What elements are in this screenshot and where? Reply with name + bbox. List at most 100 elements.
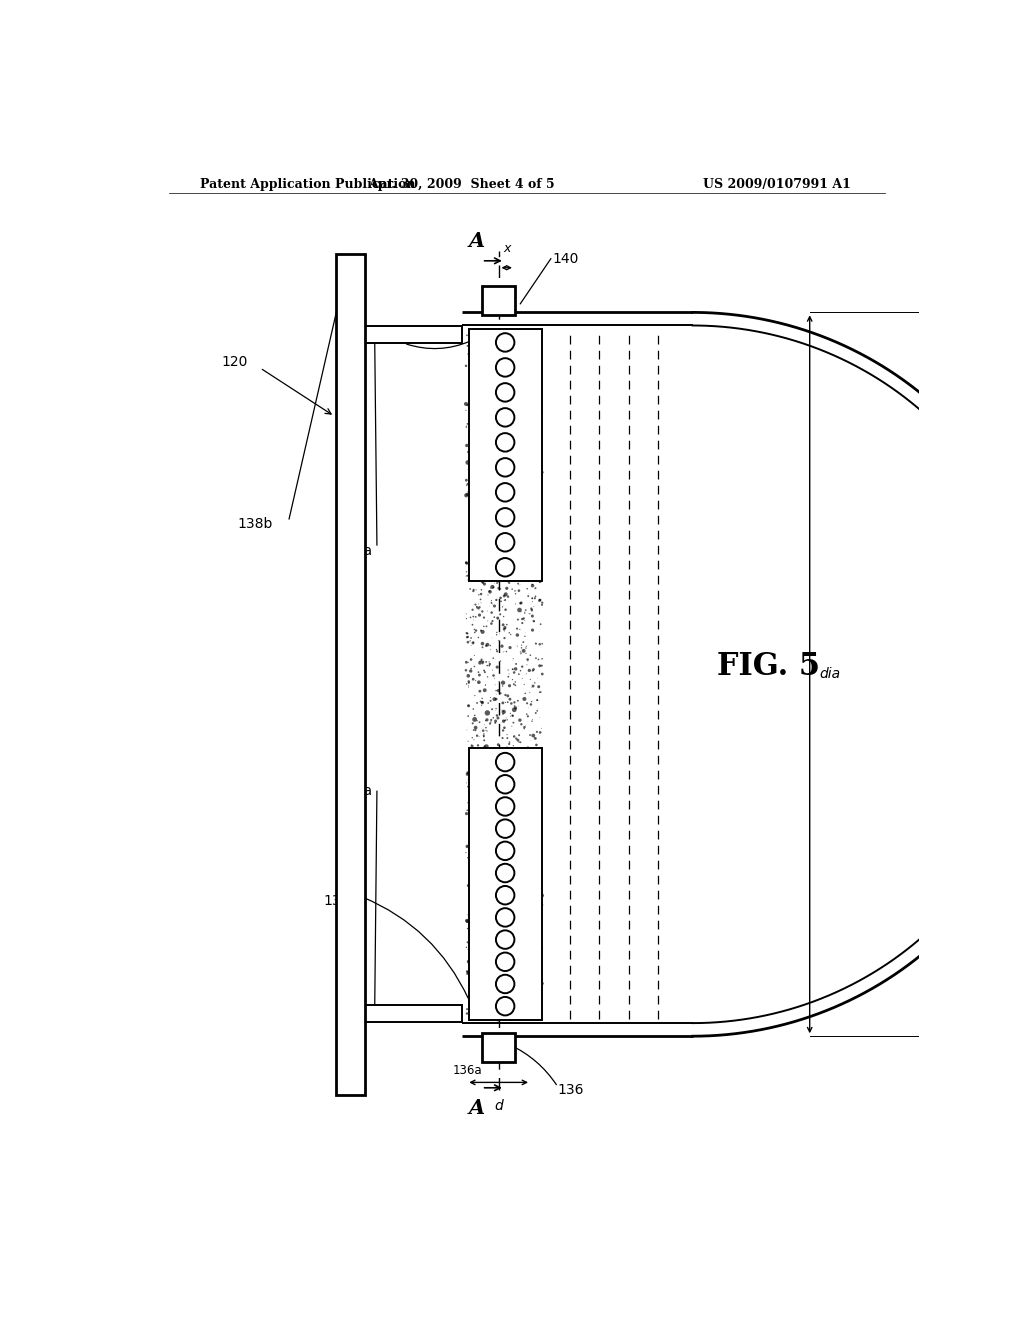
Point [525,919,542,940]
Point [526,375,543,396]
Circle shape [496,775,514,793]
Point [529,701,546,722]
Point [501,805,517,826]
Point [486,348,503,370]
Point [519,912,536,933]
Point [504,715,520,737]
Point [530,520,547,541]
Point [487,924,504,945]
Point [489,376,506,397]
Point [478,719,495,741]
Point [521,874,538,895]
Point [510,556,526,577]
Point [524,524,541,545]
Point [519,550,536,572]
Point [471,950,487,972]
Point [500,453,516,474]
Point [469,710,485,731]
Point [471,358,487,379]
Point [484,577,501,598]
Point [523,544,540,565]
Point [471,829,487,850]
Point [503,978,519,999]
Point [506,437,522,458]
Point [492,741,508,762]
Point [467,669,483,690]
Point [493,797,509,818]
Point [500,535,516,556]
Point [535,593,551,614]
Point [518,704,535,725]
Point [468,579,484,601]
Point [496,430,512,451]
Point [487,358,504,379]
Point [467,594,483,615]
Point [464,569,480,590]
Point [471,711,487,733]
Point [524,474,541,495]
Point [526,343,543,364]
Point [486,595,503,616]
Point [515,754,531,775]
Point [494,325,510,346]
Point [488,639,505,660]
Point [489,405,506,426]
Point [486,546,503,568]
Point [486,665,503,686]
Point [498,348,514,370]
Point [504,496,520,517]
Point [534,545,550,566]
Point [513,978,529,999]
Point [504,570,520,591]
Point [465,939,481,960]
Point [532,722,549,743]
Point [530,337,547,358]
Point [487,338,504,359]
Point [474,779,490,800]
Point [485,544,502,565]
Point [472,651,488,672]
Point [464,990,480,1011]
Point [460,441,476,462]
Point [507,337,523,358]
Point [480,513,497,535]
Point [530,549,547,570]
Point [499,900,515,921]
Point [469,952,485,973]
Point [513,635,529,656]
Point [498,783,514,804]
Point [502,552,518,573]
Point [460,731,476,752]
Point [509,407,525,428]
Circle shape [496,358,514,376]
Point [519,755,536,776]
Point [472,589,488,610]
Point [520,850,537,871]
Point [498,692,514,713]
Point [475,725,492,746]
Point [519,655,536,676]
Point [461,696,477,717]
Point [503,865,519,886]
Text: US 2009/0107991 A1: US 2009/0107991 A1 [702,178,851,190]
Point [524,366,541,387]
Point [504,960,520,981]
Point [524,587,541,609]
Point [498,939,514,960]
Point [511,965,527,986]
Point [460,652,476,673]
Point [522,725,539,746]
Point [468,850,484,871]
Point [466,469,482,490]
Point [458,561,474,582]
Point [522,528,539,549]
Point [531,392,548,413]
Point [517,430,534,451]
Point [534,566,550,587]
Point [512,503,528,524]
Point [465,535,481,556]
Point [466,965,482,986]
Point [508,961,524,982]
Point [460,792,476,813]
Point [511,370,527,391]
